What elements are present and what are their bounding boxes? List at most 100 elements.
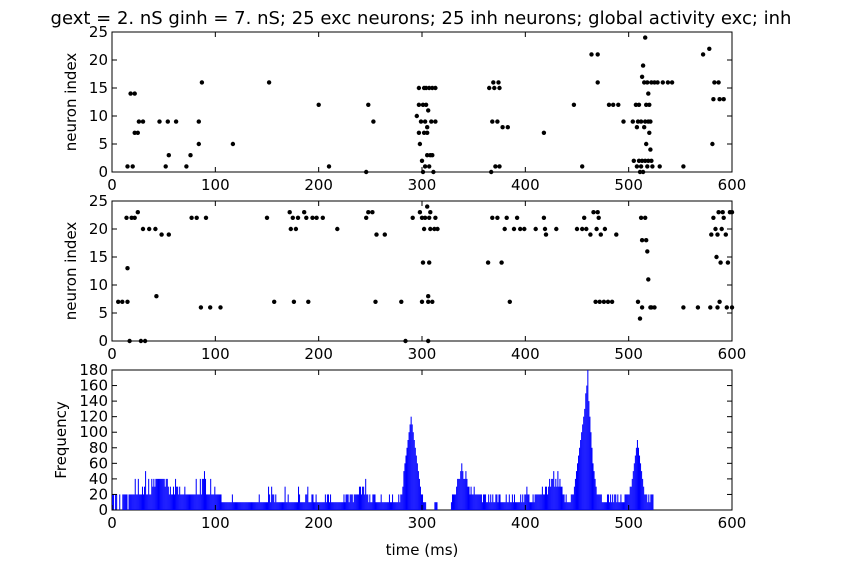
activity-bar — [151, 478, 153, 510]
spike-point — [417, 210, 423, 215]
activity-bar — [468, 486, 470, 510]
activity-bar — [270, 502, 272, 510]
spike-point — [646, 91, 651, 96]
spike-point — [720, 210, 725, 215]
activity-bar — [567, 502, 569, 510]
global-activity-bars — [112, 370, 654, 510]
activity-bar — [581, 432, 583, 510]
spike-point — [541, 215, 547, 220]
activity-bar — [376, 502, 378, 510]
activity-bar — [145, 471, 147, 510]
spike-point — [142, 338, 148, 344]
activity-bar — [593, 471, 595, 510]
activity-bar — [272, 494, 274, 510]
activity-bar — [154, 486, 156, 510]
activity-bar — [187, 494, 189, 510]
activity-bar — [416, 463, 418, 510]
activity-bar — [131, 494, 133, 510]
activity-bar — [495, 494, 497, 510]
activity-bar — [382, 502, 384, 510]
spike-point — [218, 305, 223, 310]
activity-bar — [570, 494, 572, 510]
activity-bar — [123, 494, 125, 510]
spike-point — [497, 85, 502, 91]
activity-bar — [648, 494, 650, 510]
spike-point — [136, 119, 142, 124]
spike-point — [719, 226, 724, 232]
activity-bar — [112, 494, 114, 510]
spike-point — [634, 125, 640, 130]
spike-point — [644, 238, 649, 243]
spike-point — [621, 119, 626, 124]
activity-bar — [303, 502, 305, 510]
activity-bar — [553, 471, 555, 510]
activity-bar — [329, 502, 331, 510]
spike-point — [647, 130, 652, 135]
activity-bar — [150, 494, 152, 510]
x-tick-label: 300 — [408, 176, 437, 194]
activity-bar — [251, 502, 253, 510]
activity-bar — [561, 486, 563, 510]
spike-point — [638, 164, 644, 169]
spike-point — [635, 299, 641, 304]
spike-point — [157, 119, 162, 124]
activity-bar — [464, 478, 466, 510]
activity-bar — [578, 455, 580, 510]
spike-point — [426, 299, 431, 304]
activity-bar — [406, 447, 408, 510]
spike-point — [657, 164, 662, 169]
activity-bar — [535, 494, 537, 510]
activity-bar — [499, 494, 501, 510]
spike-point — [650, 164, 655, 169]
activity-bar — [240, 502, 242, 510]
activity-bar — [414, 447, 416, 510]
activity-bar — [237, 502, 239, 510]
spike-point — [640, 63, 646, 68]
activity-bar — [217, 494, 219, 510]
spike-point — [655, 80, 660, 85]
spike-point — [514, 215, 520, 220]
spike-point — [364, 215, 369, 220]
activity-bar — [189, 494, 191, 510]
y-tick-label: 60 — [89, 454, 108, 472]
x-tick-label: 200 — [304, 514, 333, 532]
spike-point — [647, 102, 652, 108]
activity-bar — [392, 494, 394, 510]
spike-point — [571, 102, 577, 108]
spike-point — [316, 102, 321, 108]
x-tick-label: 400 — [511, 176, 540, 194]
activity-bar — [360, 486, 362, 510]
activity-bar — [219, 494, 221, 510]
activity-bar — [601, 502, 603, 510]
activity-bar — [645, 494, 647, 510]
spike-point — [533, 226, 538, 232]
activity-bar — [396, 502, 398, 510]
spike-point — [425, 130, 430, 135]
spike-point — [120, 299, 125, 304]
activity-bar — [233, 502, 235, 510]
activity-bar — [619, 502, 621, 510]
activity-bar — [352, 502, 354, 510]
activity-bar — [289, 502, 291, 510]
spike-point — [644, 141, 649, 147]
activity-bar — [172, 486, 174, 510]
activity-bar — [335, 502, 337, 510]
activity-bar — [350, 494, 352, 510]
activity-bar — [616, 502, 618, 510]
inh-raster-x-axis: 0 100 200 300 400 500 600 — [107, 201, 746, 363]
activity-bar — [597, 494, 599, 510]
spike-point — [427, 164, 432, 169]
activity-bar — [564, 502, 566, 510]
activity-bar — [434, 502, 436, 510]
spike-point — [660, 80, 665, 85]
spike-point — [681, 164, 686, 169]
activity-bar — [247, 502, 249, 510]
activity-bar — [220, 494, 222, 510]
activity-bar — [637, 447, 639, 510]
activity-bar — [284, 486, 286, 510]
activity-bar — [288, 502, 290, 510]
activity-bar — [420, 494, 422, 510]
spike-point — [364, 169, 369, 175]
activity-bar — [574, 478, 576, 510]
activity-bar — [115, 494, 117, 510]
